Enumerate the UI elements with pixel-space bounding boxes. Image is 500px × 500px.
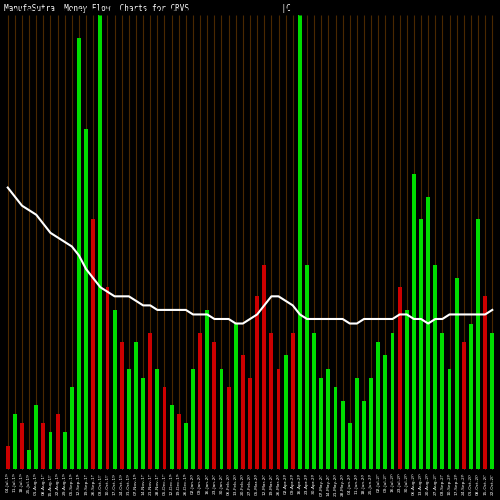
Bar xyxy=(362,400,366,468)
Bar xyxy=(405,310,408,468)
Bar xyxy=(376,342,380,468)
Bar xyxy=(298,16,302,468)
Bar xyxy=(148,332,152,468)
Bar xyxy=(334,387,338,468)
Bar xyxy=(398,288,402,469)
Bar xyxy=(369,378,373,468)
Bar xyxy=(63,432,66,468)
Bar xyxy=(419,220,423,468)
Bar xyxy=(305,264,309,468)
Bar xyxy=(440,332,444,468)
Bar xyxy=(70,387,74,468)
Bar xyxy=(454,278,458,468)
Bar xyxy=(483,296,487,468)
Bar xyxy=(120,342,124,468)
Bar xyxy=(490,332,494,468)
Bar xyxy=(469,324,473,468)
Bar xyxy=(77,38,81,469)
Bar xyxy=(434,264,437,468)
Bar xyxy=(241,355,245,469)
Bar xyxy=(476,220,480,468)
Bar xyxy=(177,414,180,469)
Bar xyxy=(98,16,102,468)
Bar xyxy=(390,332,394,468)
Bar xyxy=(6,446,10,468)
Bar xyxy=(326,369,330,468)
Bar xyxy=(92,220,95,468)
Bar xyxy=(42,423,46,469)
Bar xyxy=(206,310,209,468)
Bar xyxy=(27,450,31,468)
Bar xyxy=(340,400,344,468)
Bar xyxy=(220,369,224,468)
Bar xyxy=(462,342,466,468)
Bar xyxy=(276,369,280,468)
Bar xyxy=(212,342,216,468)
Bar xyxy=(348,423,352,469)
Bar xyxy=(312,332,316,468)
Bar xyxy=(156,369,160,468)
Bar xyxy=(106,288,110,469)
Bar xyxy=(127,369,131,468)
Bar xyxy=(13,414,17,469)
Bar xyxy=(412,174,416,469)
Bar xyxy=(198,332,202,468)
Bar xyxy=(448,369,452,468)
Bar xyxy=(255,296,259,468)
Text: ManufaSutra  Money Flow  Charts for CRVS                    |C                  : ManufaSutra Money Flow Charts for CRVS |… xyxy=(4,4,500,13)
Bar xyxy=(34,405,38,468)
Bar xyxy=(141,378,145,468)
Bar xyxy=(162,387,166,468)
Bar xyxy=(184,423,188,469)
Bar xyxy=(291,332,294,468)
Bar xyxy=(355,378,359,468)
Bar xyxy=(84,128,88,468)
Bar xyxy=(270,332,274,468)
Bar xyxy=(320,378,323,468)
Bar xyxy=(20,423,24,469)
Bar xyxy=(134,342,138,468)
Bar xyxy=(226,387,230,468)
Bar xyxy=(248,378,252,468)
Bar xyxy=(426,196,430,468)
Bar xyxy=(48,432,52,468)
Bar xyxy=(112,310,116,468)
Bar xyxy=(191,369,195,468)
Bar xyxy=(384,355,388,469)
Bar xyxy=(170,405,173,468)
Bar xyxy=(262,264,266,468)
Bar xyxy=(234,324,237,468)
Bar xyxy=(56,414,60,469)
Bar xyxy=(284,355,288,469)
